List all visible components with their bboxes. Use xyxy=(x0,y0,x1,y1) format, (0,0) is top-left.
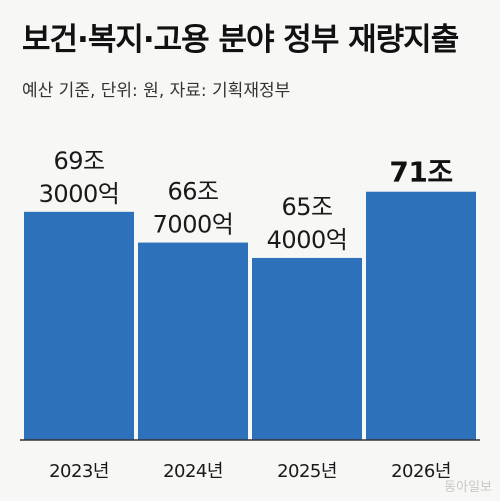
data-label: 65조 xyxy=(281,193,332,221)
x-tick-label: 2026년 xyxy=(391,461,451,482)
bar-2025년 xyxy=(252,257,362,440)
data-label: 69조 xyxy=(53,147,104,175)
chart-subtitle: 예산 기준, 단위: 원, 자료: 기획재정부 xyxy=(22,81,291,101)
bar-2026년 xyxy=(366,191,476,440)
bar-2024년 xyxy=(138,242,248,440)
data-label: 7000억 xyxy=(153,211,234,239)
x-tick-label: 2024년 xyxy=(163,461,223,482)
publisher-watermark: 동아일보 xyxy=(444,480,492,495)
x-tick-label: 2023년 xyxy=(49,461,109,482)
data-label: 4000억 xyxy=(267,226,348,254)
chart-title: 보건·복지·고용 분야 정부 재량지출 xyxy=(22,22,459,58)
x-tick-label: 2025년 xyxy=(277,461,337,482)
data-label: 66조 xyxy=(167,178,218,206)
data-label: 71조 xyxy=(389,156,452,189)
bar-2023년 xyxy=(24,211,134,440)
data-label: 3000억 xyxy=(39,180,120,208)
